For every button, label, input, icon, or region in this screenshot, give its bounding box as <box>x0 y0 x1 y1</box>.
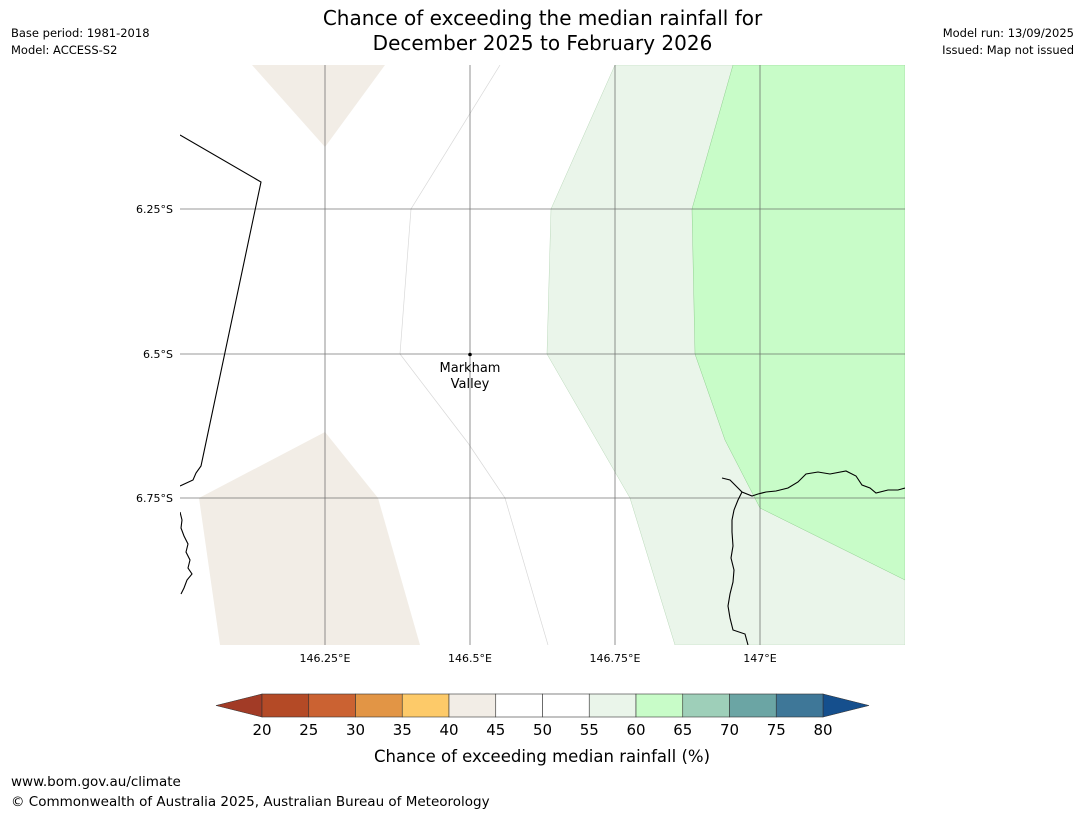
title-line-2: December 2025 to February 2026 <box>372 31 713 55</box>
colorbar-tick-label: 40 <box>439 721 458 739</box>
colorbar-tick-label: 70 <box>720 721 739 739</box>
coastline-west <box>180 511 193 595</box>
lat-label-6-5: 6.5°S <box>143 348 173 361</box>
base-period-text: Base period: 1981-2018 <box>11 26 150 40</box>
colorbar-tick-label: 25 <box>299 721 318 739</box>
latitude-labels: 6.25°S 6.5°S 6.75°S <box>136 203 173 505</box>
colorbar-low-extension <box>215 693 263 718</box>
colorbar-tick-label: 55 <box>580 721 599 739</box>
colorbar-segment <box>308 693 356 718</box>
colorbar-tick-label: 20 <box>252 721 271 739</box>
lon-label-146-5: 146.5°E <box>448 652 492 665</box>
colorbar-segment <box>355 693 403 718</box>
lat-label-6-25: 6.25°S <box>136 203 173 216</box>
colorbar-tick-label: 65 <box>673 721 692 739</box>
coastline-east <box>721 470 905 497</box>
contour-50-55 <box>399 65 549 645</box>
colorbar-tick-label: 30 <box>346 721 365 739</box>
place-marker <box>468 352 472 357</box>
colorbar-segment <box>261 693 310 718</box>
lat-label-6-75: 6.75°S <box>136 492 173 505</box>
lon-label-146-25: 146.25°E <box>300 652 351 665</box>
colorbar-segment <box>448 693 497 718</box>
colorbar-segment <box>401 693 450 718</box>
colorbar-segment <box>635 693 684 718</box>
band-40-45-top <box>252 65 385 147</box>
footer-copyright: © Commonwealth of Australia 2025, Austra… <box>11 794 490 810</box>
map-title: Chance of exceeding the median rainfall … <box>0 6 1085 56</box>
colorbar-tick-label: 80 <box>813 721 832 739</box>
river-line <box>727 491 749 645</box>
lon-label-146-75: 146.75°E <box>590 652 641 665</box>
colorbar-segment <box>495 693 543 718</box>
model-run-text: Model run: 13/09/2025 <box>942 26 1074 40</box>
colorbar-tick-label: 45 <box>486 721 505 739</box>
colorbar-segment <box>682 693 730 718</box>
colorbar-tick-label: 60 <box>626 721 645 739</box>
issued-text: Issued: Map not issued <box>942 43 1074 57</box>
colorbar-high-extension <box>822 693 870 718</box>
footer-url: www.bom.gov.au/climate <box>11 774 181 790</box>
map-area: Markham Valley <box>180 65 905 645</box>
colorbar-segment <box>542 693 590 718</box>
colorbar-tick-label: 50 <box>533 721 552 739</box>
colorbar-tick-label: 35 <box>393 721 412 739</box>
coastlines <box>180 134 905 645</box>
probability-bands <box>199 65 905 645</box>
colorbar-segment <box>729 693 777 718</box>
gridlines <box>180 65 905 645</box>
colorbar-segment <box>588 693 637 718</box>
colorbar-label: Chance of exceeding median rainfall (%) <box>374 747 710 766</box>
colorbar-segment <box>775 693 824 718</box>
place-name-line-2: Valley <box>451 377 490 392</box>
longitude-labels: 146.25°E 146.5°E 146.75°E 147°E <box>300 652 777 665</box>
metadata-left: Base period: 1981-2018 Model: ACCESS-S2 <box>11 25 150 59</box>
lon-label-147: 147°E <box>743 652 776 665</box>
colorbar: 20 25 30 35 40 45 50 55 60 65 70 75 80 Chance of exc… <box>215 693 870 766</box>
title-line-1: Chance of exceeding the median rainfall … <box>322 6 763 30</box>
band-40-45-bottom-left <box>199 432 420 645</box>
place-name-line-1: Markham <box>440 361 501 376</box>
colorbar-tick-label: 75 <box>767 721 786 739</box>
model-text: Model: ACCESS-S2 <box>11 43 118 57</box>
colorbar-segments <box>261 693 824 718</box>
colorbar-tick-labels: 20 25 30 35 40 45 50 55 60 65 70 75 80 <box>252 721 832 739</box>
metadata-right: Model run: 13/09/2025 Issued: Map not is… <box>942 25 1074 59</box>
band-60-65 <box>691 65 905 581</box>
border-line <box>180 134 262 487</box>
